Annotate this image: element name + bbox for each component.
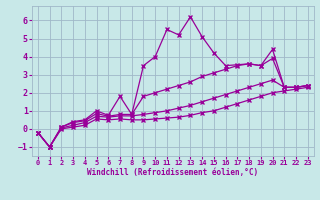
X-axis label: Windchill (Refroidissement éolien,°C): Windchill (Refroidissement éolien,°C): [87, 168, 258, 177]
